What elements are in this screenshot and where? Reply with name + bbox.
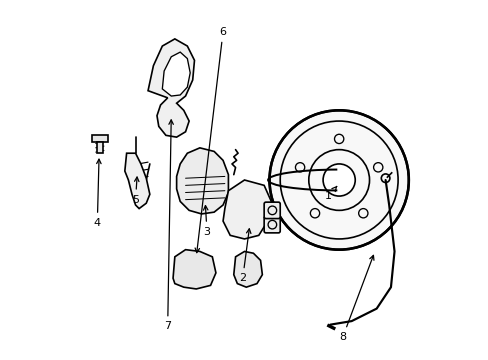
Text: 6: 6 <box>195 27 226 253</box>
FancyBboxPatch shape <box>264 202 280 219</box>
Polygon shape <box>173 249 216 289</box>
Polygon shape <box>176 148 228 214</box>
Text: 7: 7 <box>164 120 173 332</box>
FancyBboxPatch shape <box>264 216 280 233</box>
Text: 8: 8 <box>339 255 373 342</box>
Polygon shape <box>97 143 102 153</box>
Text: 3: 3 <box>203 206 210 237</box>
Circle shape <box>323 164 354 196</box>
Polygon shape <box>124 153 149 208</box>
Polygon shape <box>233 251 262 287</box>
Polygon shape <box>148 39 194 137</box>
Circle shape <box>269 111 408 249</box>
Text: 2: 2 <box>239 229 250 283</box>
Text: 5: 5 <box>132 177 139 204</box>
Text: 4: 4 <box>94 159 101 228</box>
Text: 1: 1 <box>325 186 336 201</box>
Polygon shape <box>223 180 271 239</box>
Polygon shape <box>162 52 190 96</box>
Polygon shape <box>92 135 107 143</box>
